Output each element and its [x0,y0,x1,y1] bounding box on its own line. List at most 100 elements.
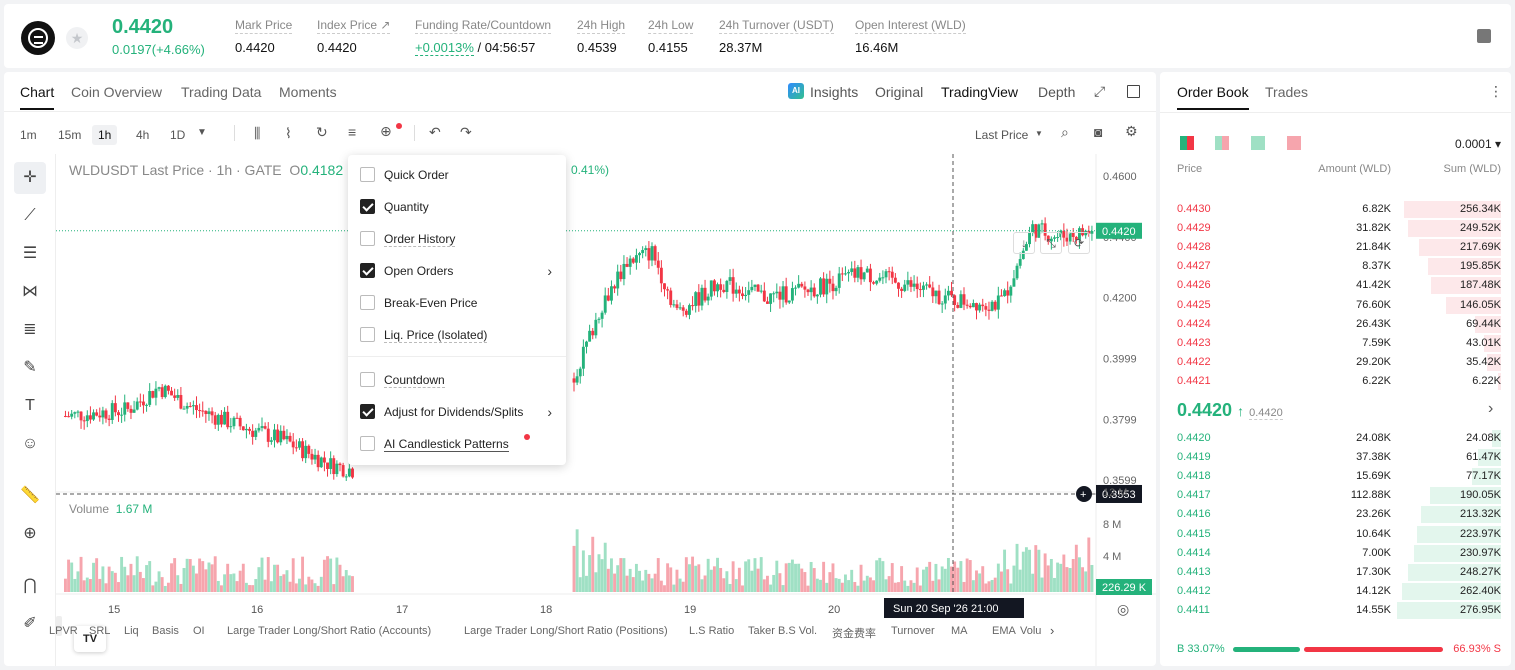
indicator-11[interactable]: MA [951,625,968,637]
order-row[interactable]: 0.4421 6.22K 6.22K [1160,372,1511,391]
search-icon[interactable]: ⌕ [1061,124,1069,140]
horizontal-lines-icon[interactable]: ☰ [22,245,38,262]
tab-trading-data[interactable]: Trading Data [181,84,262,100]
order-row[interactable]: 0.4420 24.08K 24.08K [1160,429,1511,448]
trend-line-icon[interactable]: ⟋ [24,207,36,224]
order-row[interactable]: 0.4423 7.59K 43.01K [1160,334,1511,353]
indicator-6[interactable]: Large Trader Long/Short Ratio (Positions… [464,625,668,637]
menu-item-quantity[interactable]: Quantity [358,197,558,217]
tab-order-book[interactable]: Order Book [1177,84,1249,110]
checkbox[interactable] [360,231,375,246]
checkbox[interactable] [360,199,375,214]
checkbox[interactable] [360,404,375,419]
emoji-icon[interactable]: ☺ [21,435,39,452]
menu-item-break-even-price[interactable]: Break-Even Price [358,293,558,313]
checkbox[interactable] [360,436,375,451]
add-icon[interactable]: ⊕ [380,123,392,139]
candlestick-chart[interactable]: 0.46000.44000.42000.39990.37990.35990.44… [56,154,1156,666]
view-asks-icon[interactable] [1287,136,1301,150]
timeframe-1h[interactable]: 1h [92,125,118,145]
refresh-icon[interactable]: ⟳ [1068,232,1090,254]
order-row[interactable]: 0.4416 23.26K 213.32K [1160,505,1511,524]
checkbox[interactable] [360,372,375,387]
order-row[interactable]: 0.4428 21.84K 217.69K [1160,238,1511,257]
chevron-right-icon[interactable]: › [1488,400,1494,417]
timeframe-4h[interactable]: 4h [136,128,150,142]
tab-original[interactable]: Original [875,84,924,100]
order-row[interactable]: 0.4419 37.38K 61.47K [1160,448,1511,467]
stat-index-price[interactable]: Index Price ↗ 0.4420 [317,18,391,55]
magnet-icon[interactable]: ⋂ [23,577,37,594]
indicator-1[interactable]: SRL [89,625,111,637]
candle-type-icon[interactable]: ⫼ [254,125,261,141]
tab-chart[interactable]: Chart [20,84,55,110]
order-row[interactable]: 0.4427 8.37K 195.85K [1160,257,1511,276]
view-bids-icon[interactable] [1251,136,1265,150]
view-both-icon[interactable] [1180,136,1194,150]
indicators-icon[interactable]: ⌇ [285,125,292,141]
tab-trades[interactable]: Trades [1265,84,1309,100]
order-row[interactable]: 0.4417 112.88K 190.05K [1160,486,1511,505]
chevron-down-icon[interactable]: ▼ [197,127,207,138]
text-icon[interactable]: T [25,397,35,414]
zoom-in-icon[interactable]: ⊕ [23,525,37,542]
collapse-handle[interactable] [56,616,62,636]
menu-item-adjust-for-dividends-splits[interactable]: Adjust for Dividends/Splits › [358,402,558,422]
indicator-12[interactable]: EMA [992,625,1016,637]
menu-item-ai-candlestick-patterns[interactable]: AI Candlestick Patterns [358,434,558,454]
tab-coin-overview[interactable]: Coin Overview [71,84,163,100]
menu-item-countdown[interactable]: Countdown [358,370,558,390]
checkbox[interactable] [360,263,375,278]
template-icon[interactable]: ≡ [348,124,357,140]
collapse-icon[interactable]: ⤡ [1040,232,1062,254]
chart-area[interactable]: 0.46000.44000.42000.39990.37990.35990.44… [56,154,1156,666]
brush-icon[interactable]: ✎ [23,359,37,376]
menu-item-quick-order[interactable]: Quick Order [358,165,558,185]
undo-icon[interactable]: ↶ [429,124,441,140]
order-row[interactable]: 0.4418 15.69K 77.17K [1160,467,1511,486]
favorite-star-icon[interactable]: ★ [66,27,88,49]
timeframe-1m[interactable]: 1m [20,128,37,142]
pencil-lock-icon[interactable]: ✐ [23,615,37,632]
order-row[interactable]: 0.4426 41.42K 187.48K [1160,276,1511,295]
tab-tradingview[interactable]: TradingView [941,84,1019,100]
order-row[interactable]: 0.4413 17.30K 248.27K [1160,563,1511,582]
precision-select[interactable]: 0.0001 ▾ [1454,137,1501,151]
indicator-4[interactable]: OI [193,625,205,637]
indicator-9[interactable]: 资金费率 [832,628,876,640]
timeframe-15m[interactable]: 15m [58,128,82,142]
checkbox[interactable] [360,295,375,310]
price-type-select[interactable]: Last Price [975,128,1029,142]
order-row[interactable]: 0.4429 31.82K 249.52K [1160,219,1511,238]
indicator-3[interactable]: Basis [152,625,179,637]
indicator-7[interactable]: L.S Ratio [689,625,735,637]
expand-icon[interactable]: ⤢ [1094,83,1106,99]
order-row[interactable]: 0.4430 6.82K 256.34K [1160,200,1511,219]
more-icon[interactable]: ⋮ [1489,83,1503,99]
order-row[interactable]: 0.4425 76.60K 146.05K [1160,296,1511,315]
fib-icon[interactable]: ≣ [23,321,37,338]
order-row[interactable]: 0.4414 7.00K 230.97K [1160,544,1511,563]
chevron-right-icon[interactable]: › [1050,623,1055,638]
window-icon[interactable] [1127,85,1140,98]
tab-insights[interactable]: Insights [810,84,859,100]
order-row[interactable]: 0.4424 26.43K 69.44K [1160,315,1511,334]
indicator-10[interactable]: Turnover [891,625,935,637]
ruler-icon[interactable]: 📏 [20,487,40,504]
indicator-0[interactable]: LPVR [49,625,78,637]
indicator-8[interactable]: Taker B.S Vol. [748,625,818,637]
tab-depth[interactable]: Depth [1038,84,1076,100]
order-row[interactable]: 0.4415 10.64K 223.97K [1160,525,1511,544]
checkbox[interactable] [360,167,375,182]
order-row[interactable]: 0.4422 29.20K 35.42K [1160,353,1511,372]
camera-icon[interactable]: ◙ [1094,124,1103,140]
chevron-down-icon[interactable]: ▼ [1035,129,1043,138]
checkbox[interactable] [360,327,375,342]
menu-item-liq-price-isolated[interactable]: Liq. Price (Isolated) [358,325,558,345]
indicator-2[interactable]: Liq [124,625,139,637]
menu-item-open-orders[interactable]: Open Orders › [358,261,558,281]
view-split-icon[interactable] [1215,136,1229,150]
order-row[interactable]: 0.4411 14.55K 276.95K [1160,601,1511,620]
settings-circle-icon[interactable]: ◎ [1117,601,1130,617]
scroll-down-icon[interactable]: ↓ [1013,232,1035,254]
